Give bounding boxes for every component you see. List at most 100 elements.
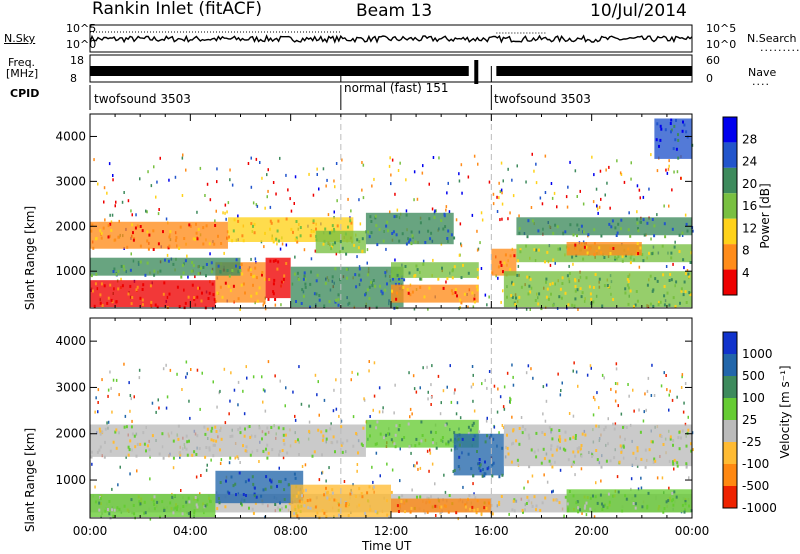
velocity-noise-speck [413,464,415,468]
velocity-noise-speck [335,407,338,411]
velocity-noise-speck [632,388,634,392]
power-noise-speck [668,204,670,208]
velocity-echo-texture [254,501,257,505]
power-echo-texture [193,297,196,301]
velocity-echo-texture [185,447,188,451]
power-echo-texture [378,228,381,231]
velocity-echo-texture [283,442,286,446]
velocity-echo-texture [283,498,286,501]
power-echo-texture [592,300,595,304]
velocity-noise-speck [559,393,562,397]
velocity-echo-texture [525,502,528,505]
velocity-echo-texture [307,506,310,510]
velocity-echo-texture [245,494,247,497]
power-echo-texture [115,272,118,276]
velocity-echo-texture [187,496,190,500]
power-echo-texture [588,285,591,289]
power-noise-speck [223,251,225,255]
power-echo-texture [651,252,654,256]
power-noise-speck [112,174,114,177]
power-noise-speck [666,171,669,175]
velocity-echo-texture [622,444,625,448]
velocity-noise-speck [471,365,474,368]
velocity-noise-speck [330,422,332,426]
power-echo-region-12 [503,271,692,308]
power-echo-texture [120,264,123,268]
power-echo-texture [332,243,335,247]
power-echo-texture [639,246,642,250]
power-echo-texture [339,278,342,282]
power-echo-texture [446,277,449,281]
velocity-noise-speck [223,367,226,371]
velocity-noise-speck [101,378,103,382]
velocity-echo-texture [248,506,250,510]
power-echo-texture [586,251,589,255]
velocity-noise-speck [552,489,554,493]
velocity-noise-speck [237,457,240,460]
velocity-echo-texture [196,498,199,502]
velocity-noise-speck [615,362,618,366]
power-echo-texture [407,291,410,295]
velocity-echo-texture [172,456,175,460]
velocity-echo-texture [211,426,214,430]
velocity-echo-texture [685,462,688,466]
velocity-colorbar-segment-7 [723,486,737,508]
velocity-echo-texture [576,500,579,504]
power-echo-texture [582,257,585,261]
xtick-label-2: 08:00 [273,524,308,538]
power-noise-speck [153,165,155,169]
power-echo-texture [409,238,412,242]
velocity-echo-texture [636,446,639,450]
power-noise-speck [325,184,327,188]
power-echo-texture [195,231,198,235]
velocity-noise-speck [457,517,459,521]
velocity-noise-speck [212,380,214,384]
power-echo-texture [419,221,422,225]
power-noise-speck [394,192,396,196]
velocity-noise-speck [668,408,670,412]
velocity-echo-texture [397,428,400,432]
velocity-noise-speck [589,364,592,368]
velocity-noise-speck [165,406,168,410]
velocity-noise-speck [557,372,559,376]
velocity-echo-texture [398,496,401,500]
velocity-echo-texture [564,438,567,442]
power-noise-speck [460,242,462,246]
velocity-echo-texture [262,449,265,453]
power-noise-speck [359,222,362,226]
power-noise-speck [250,185,253,189]
velocity-noise-speck [318,413,320,417]
velocity-echo-texture [322,434,325,438]
power-noise-speck [606,181,608,185]
power-echo-texture [392,274,395,278]
velocity-echo-texture [472,421,475,425]
velocity-ytick-label-3: 4000 [55,334,86,348]
velocity-noise-speck [220,458,223,462]
velocity-noise-speck [444,490,447,494]
power-echo-texture [366,288,369,292]
velocity-echo-texture [471,505,474,509]
velocity-echo-texture [387,432,390,436]
power-noise-speck [123,191,125,194]
velocity-echo-texture [676,461,679,465]
power-noise-speck [266,195,268,199]
velocity-echo-texture [569,437,572,441]
velocity-echo-texture [595,449,598,452]
velocity-echo-texture [564,448,567,452]
power-echo-texture [217,234,219,238]
power-echo-texture [359,278,362,282]
velocity-noise-speck [502,426,505,430]
velocity-echo-texture [488,501,490,505]
power-echo-texture [600,234,603,238]
power-echo-texture [637,229,640,233]
velocity-echo-texture [134,445,137,449]
velocity-echo-texture [347,514,350,517]
power-noise-speck [535,181,538,185]
power-echo-texture [403,278,406,282]
power-echo-texture [529,290,532,294]
velocity-echo-texture [186,453,189,457]
velocity-echo-texture [284,477,287,481]
power-noise-speck [539,196,542,200]
velocity-colorbar-tick-6: -500 [742,479,769,493]
power-echo-texture [637,227,639,230]
